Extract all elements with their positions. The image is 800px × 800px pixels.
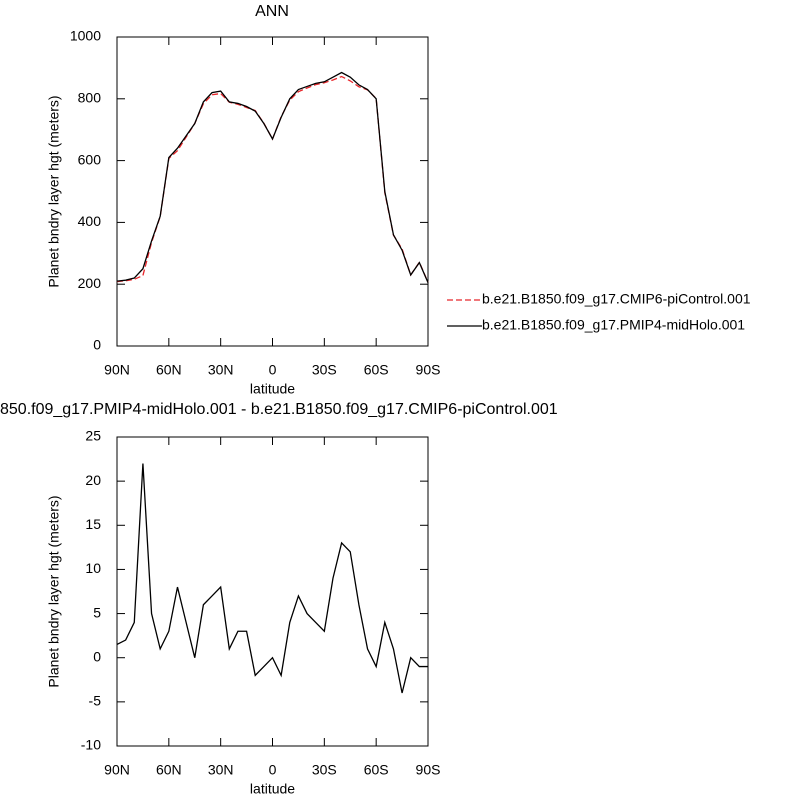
- y-tick-label: 10: [85, 560, 101, 576]
- legend-label: b.e21.B1850.f09_g17.CMIP6-piControl.001: [482, 291, 751, 307]
- y-axis-label: Planet bndry layer hgt (meters): [46, 95, 62, 287]
- x-tick-label: 90N: [104, 762, 130, 778]
- x-axis-label: latitude: [250, 381, 295, 397]
- x-tick-label: 30S: [312, 362, 337, 378]
- y-tick-label: 400: [78, 213, 102, 229]
- data-line: [116, 71, 429, 283]
- legend-label: b.e21.B1850.f09_g17.PMIP4-midHolo.001: [482, 317, 745, 333]
- y-tick-label: -10: [81, 737, 101, 753]
- x-tick-label: 60N: [156, 362, 182, 378]
- y-tick-label: 200: [78, 275, 102, 291]
- data-line: [116, 75, 429, 283]
- y-tick-label: 5: [93, 604, 101, 620]
- x-tick-label: 30N: [208, 362, 234, 378]
- y-tick-label: -5: [89, 693, 102, 709]
- y-tick-label: 25: [85, 428, 101, 444]
- plot-frame: [116, 436, 429, 747]
- chart-title: ANN: [255, 3, 289, 20]
- y-tick-label: 0: [93, 337, 101, 353]
- x-tick-label: 0: [269, 762, 277, 778]
- x-tick-label: 60S: [364, 362, 389, 378]
- x-tick-label: 30N: [208, 762, 234, 778]
- x-tick-label: 60N: [156, 762, 182, 778]
- x-tick-label: 0: [269, 362, 277, 378]
- x-tick-label: 90N: [104, 362, 130, 378]
- y-tick-label: 800: [78, 90, 102, 106]
- y-tick-label: 15: [85, 516, 101, 532]
- y-axis-label: Planet bndry layer hgt (meters): [46, 495, 62, 687]
- x-tick-label: 60S: [364, 762, 389, 778]
- x-tick-label: 90S: [416, 362, 441, 378]
- x-axis-label: latitude: [250, 781, 295, 797]
- x-tick-label: 90S: [416, 762, 441, 778]
- x-tick-label: 30S: [312, 762, 337, 778]
- data-line: [116, 463, 428, 694]
- y-tick-label: 1000: [70, 28, 101, 44]
- chart-title: 850.f09_g17.PMIP4-midHolo.001 - b.e21.B1…: [0, 401, 558, 418]
- y-tick-label: 0: [93, 648, 101, 664]
- y-tick-label: 20: [85, 472, 101, 488]
- y-tick-label: 600: [78, 151, 102, 167]
